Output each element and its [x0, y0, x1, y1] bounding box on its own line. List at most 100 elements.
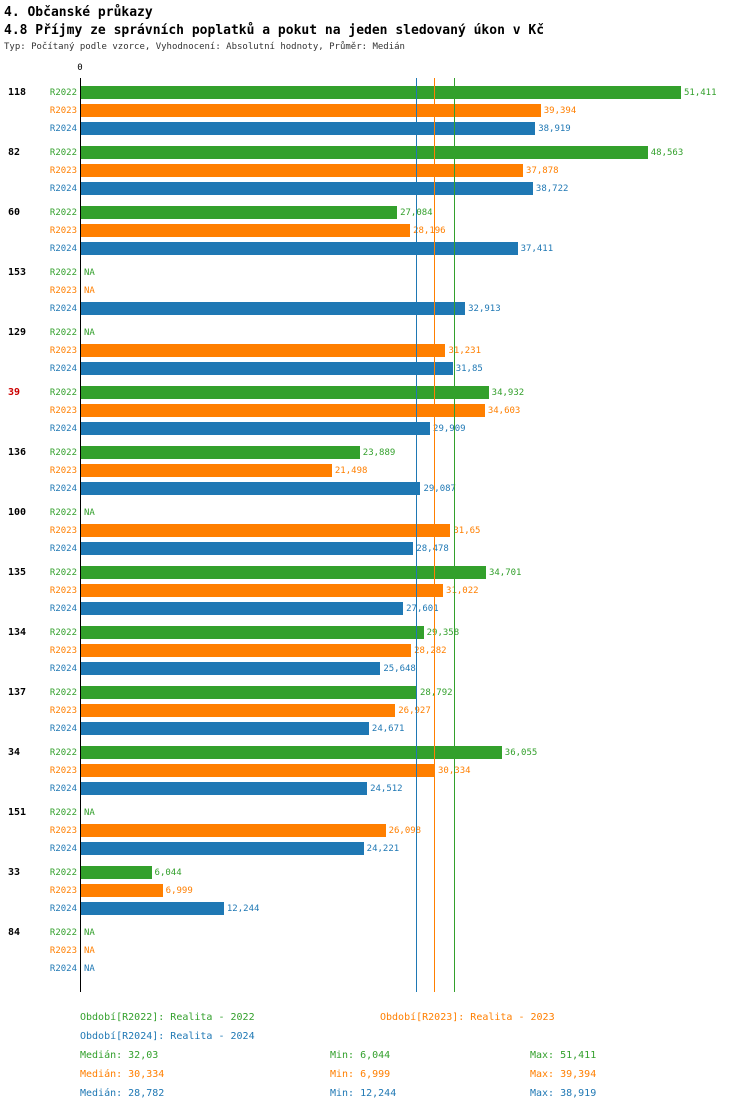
stat-median-r2023: Medián: 30,334	[80, 1069, 165, 1080]
bar-value-label: 37,411	[520, 244, 554, 254]
bar-na-label: NA	[84, 328, 95, 338]
bar-row: R2023 28,282	[0, 642, 750, 660]
stat-max-r2022: Max: 51,411	[530, 1050, 597, 1061]
bar-na-label: NA	[84, 808, 95, 818]
bar-value-label: 31,85	[455, 364, 483, 374]
bar-row: 135 R2022 34,701	[0, 564, 750, 582]
series-label: R2023	[49, 286, 77, 296]
series-label: R2023	[49, 226, 77, 236]
legend-item-r2022: Období[R2022]: Realita - 2022	[80, 1012, 255, 1023]
series-label: R2023	[49, 886, 77, 896]
series-label: R2024	[49, 364, 77, 374]
bar-value-label: 36,055	[504, 748, 538, 758]
series-label: R2022	[49, 568, 77, 578]
group-id-label: 39	[8, 387, 21, 398]
group-id-label: 129	[8, 327, 27, 338]
y-axis-line	[80, 78, 81, 992]
bar-row: R2024 29,909	[0, 420, 750, 438]
group-id-label: 34	[8, 747, 21, 758]
bar-value-label: 12,244	[226, 904, 260, 914]
series-label: R2024	[49, 544, 77, 554]
bar	[81, 722, 369, 735]
series-label: R2023	[49, 166, 77, 176]
bar	[81, 662, 381, 675]
bar-row: R2024 38,919	[0, 120, 750, 138]
bar-value-label: 24,221	[366, 844, 400, 854]
stat-min-r2023: Min: 6,999	[330, 1069, 391, 1080]
bar	[81, 524, 451, 537]
bar-value-label: 32,913	[468, 304, 501, 314]
bar-group-100: 100 R2022 NA R2023 31,65 R2024 28,478	[0, 504, 750, 558]
bar-value-label: 31,65	[453, 526, 481, 536]
group-id-label: 60	[8, 207, 21, 218]
bar	[81, 146, 648, 159]
stat-max-r2024: Max: 38,919	[530, 1088, 597, 1099]
bar-row: R2023 NA	[0, 282, 750, 300]
bar-group-118: 118 R2022 51,411 R2023 39,394 R2024 38,919	[0, 84, 750, 138]
bar-row: R2024 NA	[0, 960, 750, 978]
bar-value-label: 24,512	[370, 784, 403, 794]
bar-row: R2024 24,671	[0, 720, 750, 738]
bar-na-label: NA	[84, 964, 95, 974]
bar	[81, 464, 332, 477]
median-line-r2022	[453, 78, 455, 992]
series-label: R2022	[49, 208, 77, 218]
bar-value-label: 28,478	[416, 544, 449, 554]
bar	[81, 782, 368, 795]
bar-na-label: NA	[84, 286, 95, 296]
bar	[81, 842, 364, 855]
series-label: R2024	[49, 124, 77, 134]
bar-row: R2024 24,221	[0, 840, 750, 858]
stat-median-r2022: Medián: 32,03	[80, 1050, 159, 1061]
bar-row: R2024 24,512	[0, 780, 750, 798]
series-label: R2023	[49, 586, 77, 596]
bar-value-label: 23,889	[362, 448, 396, 458]
series-label: R2022	[49, 508, 77, 518]
bar	[81, 206, 398, 219]
series-label: R2024	[49, 484, 77, 494]
series-label: R2023	[49, 826, 77, 836]
bar-value-label: 51,411	[684, 88, 717, 98]
bar	[81, 602, 404, 615]
series-label: R2024	[49, 844, 77, 854]
chart-title: 4.8 Příjmy ze správních poplatků a pokut…	[4, 23, 545, 38]
bar	[81, 404, 485, 417]
bar-na-label: NA	[84, 508, 95, 518]
bar-value-label: 37,878	[526, 166, 559, 176]
bar	[81, 224, 411, 237]
series-label: R2023	[49, 106, 77, 116]
series-label: R2024	[49, 784, 77, 794]
bar-row: R2023 26,098	[0, 822, 750, 840]
bar	[81, 866, 152, 879]
bar	[81, 566, 486, 579]
series-label: R2023	[49, 646, 77, 656]
bar-row: 137 R2022 28,792	[0, 684, 750, 702]
bar	[81, 884, 163, 897]
bar	[81, 422, 431, 435]
series-label: R2022	[49, 448, 77, 458]
bar-row: R2024 32,913	[0, 300, 750, 318]
bar-value-label: 26,098	[388, 826, 422, 836]
report-header: 4. Občanské průkazy 4.8 Příjmy ze správn…	[4, 4, 744, 55]
bar	[81, 626, 424, 639]
x-axis-zero-label: 0	[77, 63, 83, 73]
bar	[81, 542, 414, 555]
series-label: R2024	[49, 604, 77, 614]
series-label: R2024	[49, 724, 77, 734]
bar-row: 82 R2022 48,563	[0, 144, 750, 162]
bar-value-label: 21,498	[334, 466, 368, 476]
series-label: R2023	[49, 466, 77, 476]
series-label: R2022	[49, 688, 77, 698]
series-label: R2022	[49, 88, 77, 98]
group-id-label: 100	[8, 507, 27, 518]
bar-value-label: 29,358	[426, 628, 460, 638]
bar-na-label: NA	[84, 928, 95, 938]
stat-max-r2023: Max: 39,394	[530, 1069, 597, 1080]
bar-value-label: 31,231	[448, 346, 481, 356]
bar	[81, 824, 386, 837]
bar-value-label: 28,282	[414, 646, 447, 656]
bar-value-label: 29,087	[423, 484, 456, 494]
series-label: R2022	[49, 328, 77, 338]
